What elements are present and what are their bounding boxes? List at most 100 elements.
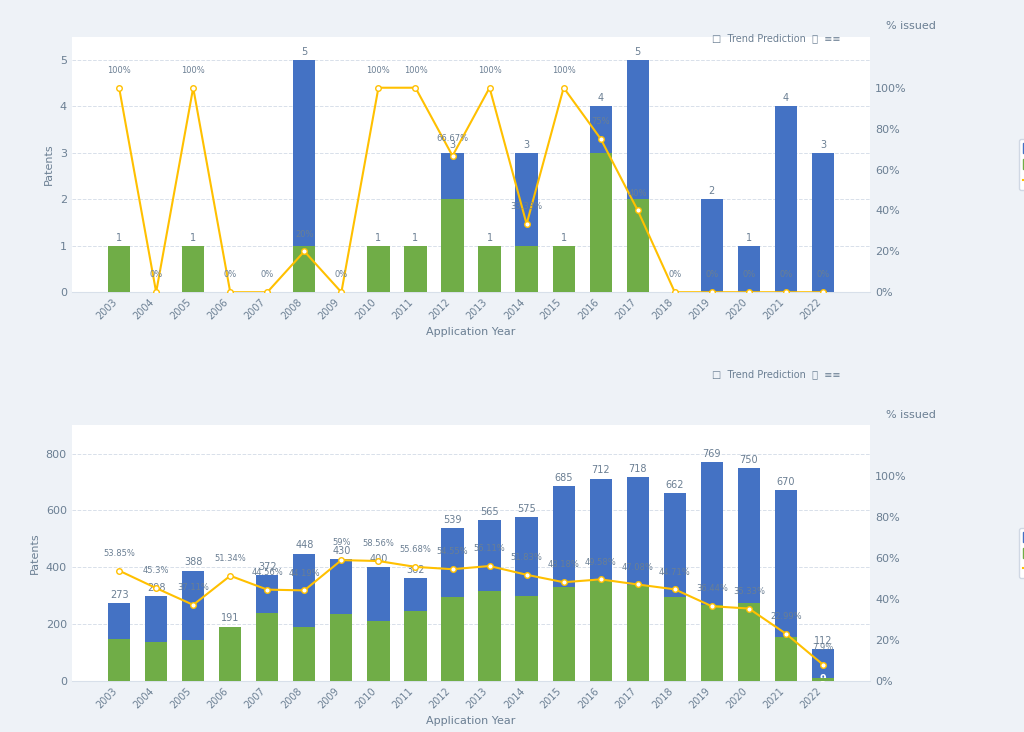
Bar xyxy=(368,621,389,681)
Bar xyxy=(478,520,501,681)
Text: 59%: 59% xyxy=(332,538,350,548)
Text: 575: 575 xyxy=(517,504,536,515)
Bar xyxy=(515,246,538,292)
Text: 100%: 100% xyxy=(403,66,427,75)
Text: 48.18%: 48.18% xyxy=(548,561,580,569)
Text: 372: 372 xyxy=(258,562,276,572)
Text: 275: 275 xyxy=(738,637,759,646)
Text: 100%: 100% xyxy=(367,66,390,75)
Text: 298: 298 xyxy=(146,583,166,593)
Bar xyxy=(515,596,538,681)
Bar xyxy=(145,643,167,681)
Text: 685: 685 xyxy=(554,473,572,483)
Text: 66.67%: 66.67% xyxy=(436,134,469,143)
Bar xyxy=(627,477,649,681)
Bar xyxy=(700,605,723,681)
Text: 191: 191 xyxy=(220,649,241,659)
Legend: Application, Issued, % issued: Application, Issued, % issued xyxy=(1019,528,1024,578)
Text: 0%: 0% xyxy=(779,270,793,280)
Text: 35.33%: 35.33% xyxy=(733,587,765,596)
Text: 44.19%: 44.19% xyxy=(289,569,321,578)
Text: 55.68%: 55.68% xyxy=(399,545,431,554)
Bar xyxy=(664,597,686,681)
Text: 58.56%: 58.56% xyxy=(362,539,394,548)
Text: 662: 662 xyxy=(666,479,684,490)
Bar xyxy=(182,640,205,681)
X-axis label: Application Year: Application Year xyxy=(426,716,516,726)
Bar xyxy=(293,553,315,681)
Bar xyxy=(478,591,501,681)
Bar xyxy=(737,246,760,292)
Text: 100%: 100% xyxy=(181,66,205,75)
Text: 51.34%: 51.34% xyxy=(214,554,246,563)
Bar xyxy=(145,596,167,681)
Text: 670: 670 xyxy=(776,477,796,488)
Bar xyxy=(590,479,611,681)
Y-axis label: Patents: Patents xyxy=(30,532,40,574)
Text: 37.11%: 37.11% xyxy=(177,583,209,592)
Text: 44.56%: 44.56% xyxy=(252,568,284,577)
Text: 44.71%: 44.71% xyxy=(658,567,690,577)
Bar xyxy=(182,246,205,292)
Bar xyxy=(404,246,427,292)
Bar xyxy=(182,246,205,292)
Bar xyxy=(108,246,130,292)
Bar xyxy=(182,570,205,681)
Bar xyxy=(478,246,501,292)
Text: 1: 1 xyxy=(376,233,382,243)
Text: 362: 362 xyxy=(407,565,425,575)
Text: 0%: 0% xyxy=(261,270,273,280)
Text: 100%: 100% xyxy=(552,66,575,75)
Text: 1: 1 xyxy=(560,233,566,243)
Text: 75%: 75% xyxy=(592,117,610,126)
Bar xyxy=(775,106,797,292)
Bar xyxy=(404,578,427,681)
X-axis label: Application Year: Application Year xyxy=(426,327,516,337)
Bar xyxy=(441,199,464,292)
Text: 2: 2 xyxy=(635,241,641,251)
Text: 40%: 40% xyxy=(629,189,647,198)
Text: 212: 212 xyxy=(369,646,388,656)
Y-axis label: Patents: Patents xyxy=(44,143,54,185)
Text: 236: 236 xyxy=(331,642,351,652)
Text: 100%: 100% xyxy=(108,66,131,75)
Text: 718: 718 xyxy=(629,464,647,474)
Text: 5: 5 xyxy=(301,47,307,57)
Text: 33.33%: 33.33% xyxy=(511,202,543,212)
Bar xyxy=(775,637,797,681)
Text: 298: 298 xyxy=(516,633,537,643)
Text: 273: 273 xyxy=(110,590,128,600)
Bar xyxy=(627,199,649,292)
Text: 53.85%: 53.85% xyxy=(103,549,135,558)
Text: 56.11%: 56.11% xyxy=(474,544,506,553)
Bar xyxy=(441,153,464,292)
Text: 750: 750 xyxy=(739,455,758,465)
Text: 20%: 20% xyxy=(295,230,313,239)
Bar xyxy=(108,603,130,681)
Bar xyxy=(553,246,574,292)
Bar xyxy=(737,602,760,681)
Bar xyxy=(664,493,686,681)
Bar xyxy=(627,60,649,292)
Bar xyxy=(515,518,538,681)
Text: 539: 539 xyxy=(443,515,462,525)
Text: 9: 9 xyxy=(819,674,826,684)
Text: 1: 1 xyxy=(190,233,197,243)
Bar xyxy=(368,567,389,681)
Text: 338: 338 xyxy=(628,628,648,638)
Legend: Application, Issued, % issued: Application, Issued, % issued xyxy=(1019,139,1024,190)
Text: 430: 430 xyxy=(332,545,350,556)
Text: 294: 294 xyxy=(442,634,463,644)
Bar xyxy=(478,246,501,292)
Bar xyxy=(553,486,574,681)
Text: 3: 3 xyxy=(523,140,529,150)
Bar xyxy=(404,611,427,681)
Text: 330: 330 xyxy=(554,629,573,639)
Bar xyxy=(812,679,835,681)
Bar xyxy=(441,528,464,681)
Text: 317: 317 xyxy=(479,631,500,640)
Bar xyxy=(293,246,315,292)
Bar xyxy=(441,597,464,681)
Text: 565: 565 xyxy=(480,507,499,518)
Bar xyxy=(590,580,611,681)
